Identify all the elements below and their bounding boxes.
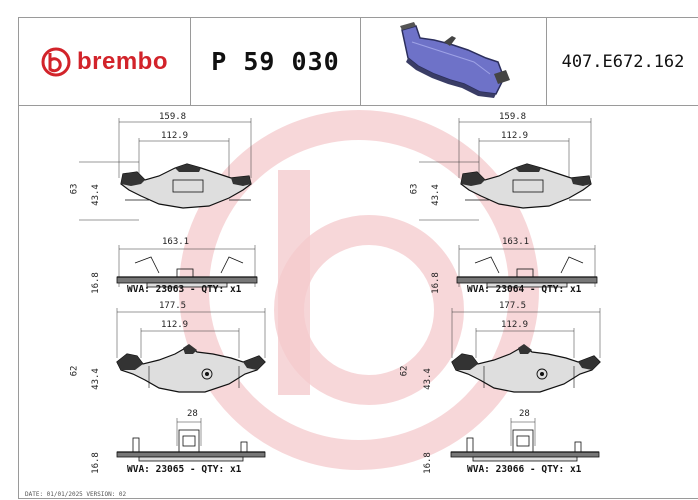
pad2-wva-label: WVA: 23064 - QTY: x1 — [467, 284, 582, 295]
pad1-width-inner: 112.9 — [161, 131, 189, 141]
pad1-height-outer: 63 — [69, 183, 80, 195]
drawing-sheet: brembo P 59 030 407.E672.162 159.8 112.9… — [18, 17, 698, 499]
pad1-side-view — [116, 245, 258, 288]
pad2-width-inner: 112.9 — [501, 131, 529, 141]
pad2-side-length: 163.1 — [502, 237, 530, 247]
pad1-front-view — [79, 118, 252, 221]
drawing-area — [19, 105, 698, 500]
pad2-thickness: 16.8 — [430, 272, 441, 294]
pad3-width-inner: 112.9 — [161, 320, 189, 330]
pad3-side-view — [116, 418, 266, 462]
brembo-logo-icon — [41, 47, 71, 76]
pad3-thickness: 16.8 — [90, 452, 101, 474]
brand-logo: brembo — [19, 18, 191, 105]
pad1-thickness: 16.8 — [90, 272, 101, 294]
pad2-front-view — [419, 118, 592, 221]
title-block: brembo P 59 030 407.E672.162 — [19, 18, 698, 106]
pad3-front-view — [116, 308, 266, 393]
pad4-thickness: 16.8 — [422, 452, 433, 474]
brand-name: brembo — [76, 47, 168, 75]
pad4-wva-label: WVA: 23066 - QTY: x1 — [467, 464, 582, 475]
pad2-height-outer: 63 — [409, 183, 420, 195]
pad4-side-view — [450, 418, 600, 462]
product-photo — [361, 18, 547, 105]
pad4-width-inner: 112.9 — [501, 320, 529, 330]
pad1-width-outer: 159.8 — [159, 112, 187, 122]
pad3-height-outer: 62 — [69, 365, 80, 377]
pad4-front-view — [451, 308, 601, 393]
pad2-side-view — [456, 245, 598, 288]
pad4-side-length: 28 — [519, 409, 530, 419]
footer-note: DATE: 01/01/2025 VERSION: 02 — [25, 491, 127, 498]
reference-number: 407.E672.162 — [561, 51, 685, 72]
pad1-wva-label: WVA: 23063 - QTY: x1 — [127, 284, 242, 295]
pad4-height-outer: 62 — [399, 365, 410, 377]
pad2-width-outer: 159.8 — [499, 112, 527, 122]
part-number: P 59 030 — [191, 18, 361, 105]
pad3-width-outer: 177.5 — [159, 301, 187, 311]
brake-pad-photo-icon — [399, 21, 510, 98]
brembo-watermark-icon — [179, 110, 539, 470]
pad3-side-length: 28 — [187, 409, 198, 419]
pad1-side-length: 163.1 — [162, 237, 190, 247]
pad4-width-outer: 177.5 — [499, 301, 527, 311]
pad3-wva-label: WVA: 23065 - QTY: x1 — [127, 464, 242, 475]
